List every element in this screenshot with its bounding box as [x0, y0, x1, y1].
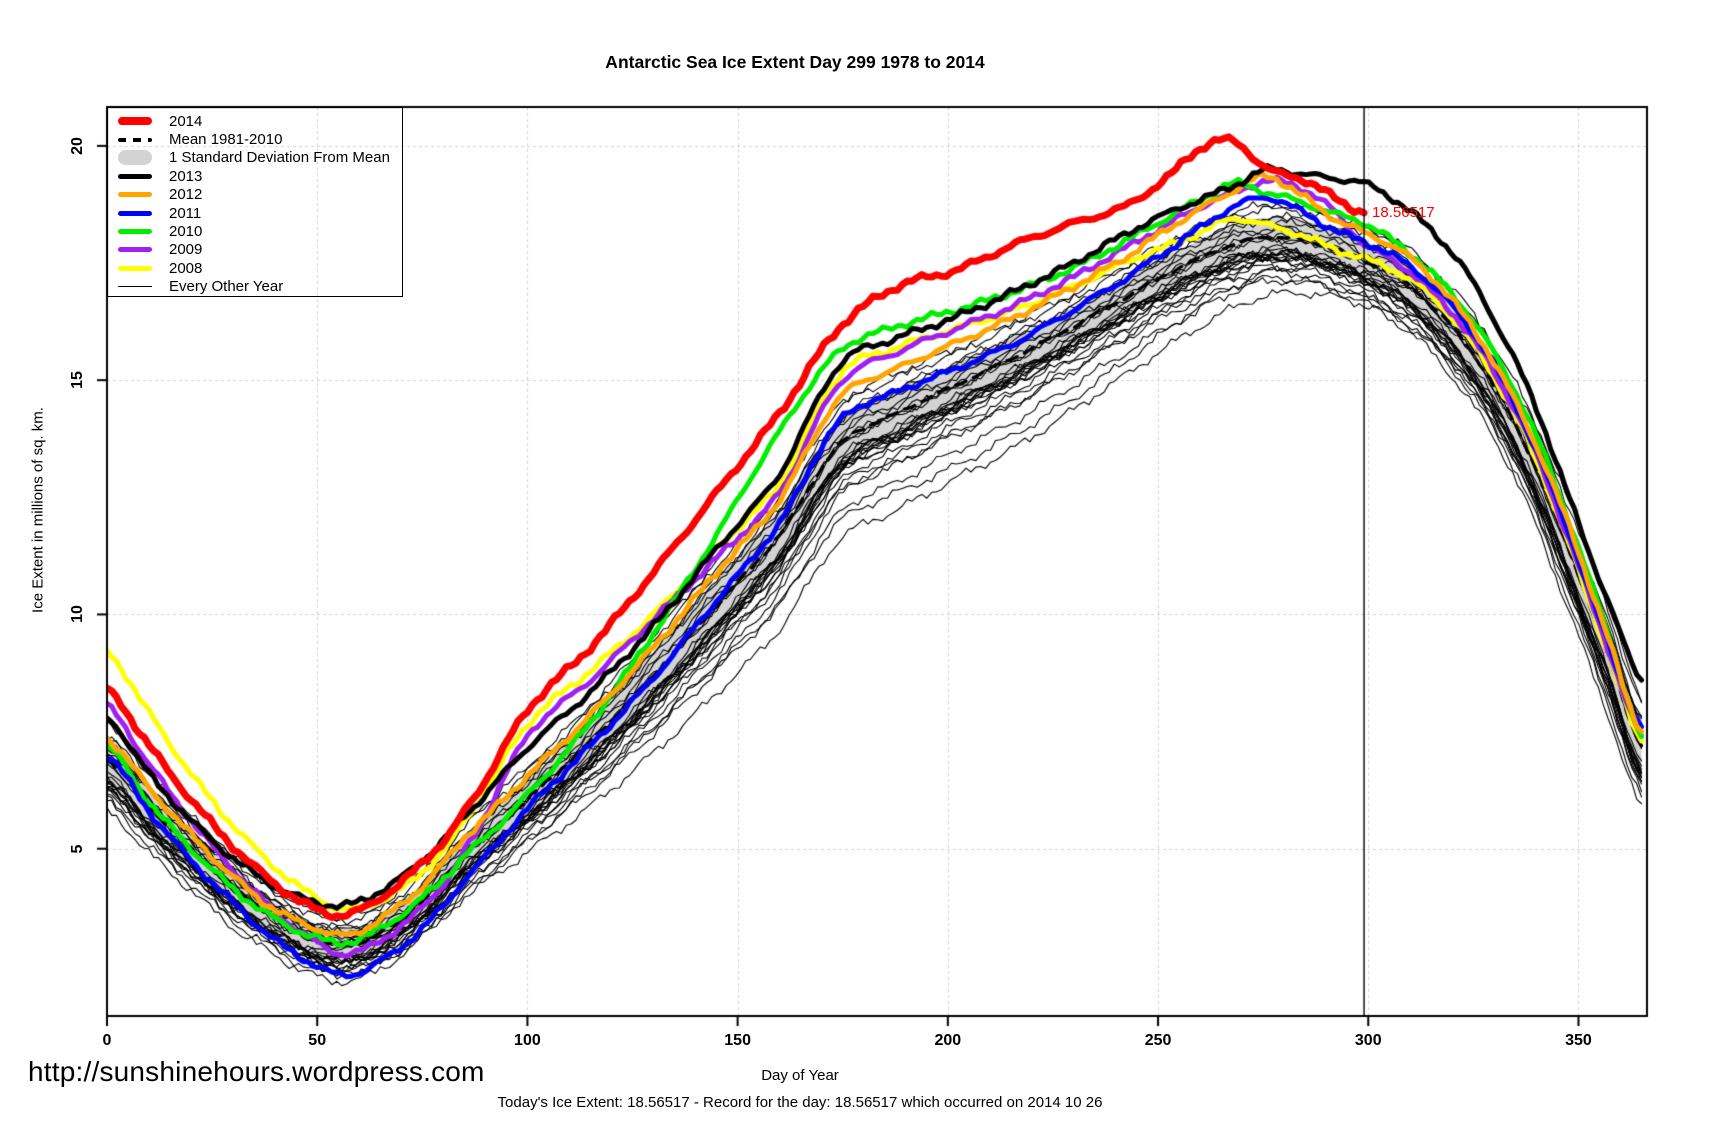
legend-item: 1 Standard Deviation From Mean	[118, 149, 402, 167]
legend-swatch-line	[118, 229, 162, 235]
legend-item: 2011	[118, 204, 402, 222]
legend-item-label: 2008	[169, 259, 203, 277]
x-tick-label: 0	[102, 1032, 112, 1049]
x-tick-label: 350	[1565, 1032, 1592, 1049]
x-tick-label: 100	[514, 1032, 541, 1049]
legend: 2014 Mean 1981-2010 1 Standard Deviation F…	[107, 107, 403, 297]
legend-swatch-line	[118, 173, 162, 179]
legend-item: 2014	[118, 112, 402, 130]
x-tick-label: 250	[1144, 1032, 1172, 1049]
legend-item: 2013	[118, 167, 402, 185]
legend-swatch-line	[118, 210, 162, 216]
y-tick-label: 5	[69, 844, 86, 854]
legend-item-label: 1 Standard Deviation From Mean	[169, 149, 390, 167]
y-tick-label: 15	[69, 371, 86, 390]
legend-item-label: 2011	[169, 204, 202, 222]
legend-swatch-line	[118, 117, 162, 126]
legend-item: 2008	[118, 259, 402, 277]
legend-swatch-line	[118, 247, 162, 253]
legend-swatch-line	[118, 192, 162, 198]
legend-item: 2012	[118, 186, 402, 204]
legend-item-label: 2013	[169, 167, 203, 185]
legend-item-label: Every Other Year	[169, 278, 284, 296]
footer-status-text: Today's Ice Extent: 18.56517 - Record fo…	[497, 1094, 1103, 1111]
chart-title: Antarctic Sea Ice Extent Day 299 1978 to…	[605, 52, 985, 72]
current-value-label: 18.56517	[1372, 204, 1435, 222]
legend-item-label: 2014	[169, 112, 203, 130]
legend-item-label: Mean 1981-2010	[169, 131, 283, 149]
legend-swatch-line	[118, 265, 162, 271]
legend-item: Mean 1981-2010	[118, 130, 402, 148]
legend-item: 2010	[118, 222, 402, 240]
legend-swatch-dashed	[118, 137, 162, 142]
watermark-url: http://sunshinehours.wordpress.com	[28, 1056, 485, 1087]
x-tick-label: 200	[934, 1032, 962, 1049]
x-axis-label: Day of Year	[761, 1067, 839, 1084]
y-axis-label: Ice Extent in millions of sq. km.	[29, 407, 47, 613]
legend-swatch-line	[118, 285, 162, 288]
x-tick-label: 50	[308, 1032, 327, 1049]
y-tick-label: 20	[69, 136, 86, 155]
y-tick-label: 10	[69, 605, 86, 624]
legend-item-label: 2012	[169, 186, 203, 204]
x-tick-label: 300	[1354, 1032, 1382, 1049]
legend-item-label: 2009	[169, 241, 203, 259]
legend-item: 2009	[118, 241, 402, 259]
legend-item-label: 2010	[169, 223, 203, 241]
legend-item: Every Other Year	[118, 278, 402, 296]
legend-swatch-band	[118, 150, 162, 166]
x-tick-label: 150	[724, 1032, 751, 1049]
